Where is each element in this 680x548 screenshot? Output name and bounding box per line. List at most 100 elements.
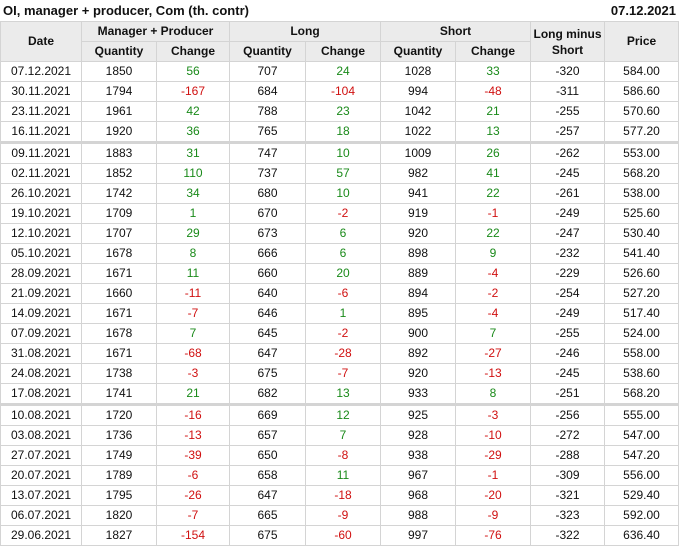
mp-quantity-cell: 1671 <box>81 343 157 364</box>
long-minus-short-cell: -272 <box>530 425 606 446</box>
long-minus-short-cell: -323 <box>530 505 606 526</box>
long-minus-short-cell: -246 <box>530 343 606 364</box>
mp-change-cell: -16 <box>156 403 230 426</box>
short-change-cell: -20 <box>455 485 532 506</box>
price-cell: 570.60 <box>604 101 680 122</box>
table-row: 02.11.2021 1852 110 737 57 982 41 -245 568.20 <box>0 163 680 184</box>
table-row: 05.10.2021 1678 8 666 6 898 9 -232 541.40 <box>0 243 680 264</box>
long-quantity-cell: 657 <box>229 425 306 446</box>
table-row: 28.09.2021 1671 11 660 20 889 -4 -229 526.60 <box>0 263 680 284</box>
long-change-cell: 20 <box>304 263 382 284</box>
long-change-cell: 7 <box>304 425 382 446</box>
report-title: OI, manager + producer, Com (th. contr) <box>3 3 249 18</box>
table-row: 06.07.2021 1820 -7 665 -9 988 -9 -323 592.00 <box>0 505 680 526</box>
header-long: Long <box>228 21 382 42</box>
long-minus-short-cell: -255 <box>530 323 606 344</box>
long-quantity-cell: 675 <box>229 363 306 384</box>
short-change-cell: -1 <box>455 465 532 486</box>
header-mp-change: Change <box>156 41 230 62</box>
price-cell: 568.20 <box>604 163 680 184</box>
mp-quantity-cell: 1736 <box>81 425 157 446</box>
mp-change-cell: -39 <box>156 445 230 466</box>
mp-change-cell: 7 <box>156 323 230 344</box>
mp-change-cell: -6 <box>156 465 230 486</box>
long-minus-short-cell: -232 <box>530 243 606 264</box>
short-change-cell: 7 <box>455 323 532 344</box>
price-cell: 525.60 <box>604 203 680 224</box>
table-row: 31.08.2021 1671 -68 647 -28 892 -27 -246 558.00 <box>0 343 680 364</box>
date-cell: 09.11.2021 <box>0 141 82 164</box>
header-long-minus-short: Long minus Short <box>530 21 606 62</box>
mp-quantity-cell: 1852 <box>81 163 157 184</box>
short-quantity-cell: 900 <box>380 323 457 344</box>
mp-change-cell: -167 <box>156 81 230 102</box>
date-cell: 06.07.2021 <box>0 505 82 526</box>
table-row: 13.07.2021 1795 -26 647 -18 968 -20 -321 529.40 <box>0 485 680 506</box>
date-cell: 16.11.2021 <box>0 121 82 143</box>
long-quantity-cell: 660 <box>229 263 306 284</box>
date-cell: 07.09.2021 <box>0 323 82 344</box>
long-quantity-cell: 680 <box>229 183 306 204</box>
long-quantity-cell: 669 <box>229 403 306 426</box>
mp-quantity-cell: 1707 <box>81 223 157 244</box>
short-change-cell: -27 <box>455 343 532 364</box>
mp-quantity-cell: 1671 <box>81 303 157 324</box>
price-cell: 526.60 <box>604 263 680 284</box>
mp-quantity-cell: 1920 <box>81 121 157 143</box>
table-row: 12.10.2021 1707 29 673 6 920 22 -247 530.40 <box>0 223 680 244</box>
date-cell: 30.11.2021 <box>0 81 82 102</box>
short-change-cell: 9 <box>455 243 532 264</box>
long-change-cell: -7 <box>304 363 382 384</box>
mp-change-cell: -154 <box>156 525 230 546</box>
mp-change-cell: -7 <box>156 303 230 324</box>
price-cell: 538.60 <box>604 363 680 384</box>
long-quantity-cell: 673 <box>229 223 306 244</box>
short-change-cell: 13 <box>455 121 532 143</box>
price-cell: 553.00 <box>604 141 680 164</box>
table-row: 07.09.2021 1678 7 645 -2 900 7 -255 524.00 <box>0 323 680 344</box>
short-change-cell: 21 <box>455 101 532 122</box>
header-manager-producer: Manager + Producer <box>81 21 230 42</box>
date-cell: 29.06.2021 <box>0 525 82 546</box>
long-minus-short-cell: -245 <box>530 363 606 384</box>
short-quantity-cell: 920 <box>380 223 457 244</box>
long-minus-short-cell: -288 <box>530 445 606 466</box>
short-quantity-cell: 889 <box>380 263 457 284</box>
long-minus-short-cell: -254 <box>530 283 606 304</box>
short-change-cell: -4 <box>455 263 532 284</box>
long-change-cell: 6 <box>304 243 382 264</box>
date-cell: 31.08.2021 <box>0 343 82 364</box>
mp-change-cell: -3 <box>156 363 230 384</box>
short-change-cell: 41 <box>455 163 532 184</box>
price-cell: 558.00 <box>604 343 680 364</box>
long-minus-short-cell: -249 <box>530 303 606 324</box>
price-cell: 541.40 <box>604 243 680 264</box>
long-minus-short-cell: -249 <box>530 203 606 224</box>
mp-quantity-cell: 1709 <box>81 203 157 224</box>
mp-quantity-cell: 1749 <box>81 445 157 466</box>
short-change-cell: -13 <box>455 363 532 384</box>
price-cell: 556.00 <box>604 465 680 486</box>
long-quantity-cell: 640 <box>229 283 306 304</box>
report-date: 07.12.2021 <box>610 3 676 18</box>
price-cell: 577.20 <box>604 121 680 143</box>
mp-quantity-cell: 1794 <box>81 81 157 102</box>
price-cell: 517.40 <box>604 303 680 324</box>
mp-change-cell: -7 <box>156 505 230 526</box>
date-cell: 10.08.2021 <box>0 403 82 426</box>
mp-change-cell: 29 <box>156 223 230 244</box>
mp-change-cell: 56 <box>156 61 230 82</box>
long-minus-short-cell: -320 <box>530 61 606 82</box>
mp-change-cell: -68 <box>156 343 230 364</box>
mp-quantity-cell: 1789 <box>81 465 157 486</box>
date-cell: 26.10.2021 <box>0 183 82 204</box>
mp-change-cell: 34 <box>156 183 230 204</box>
short-change-cell: -3 <box>455 403 532 426</box>
short-quantity-cell: 1028 <box>380 61 457 82</box>
mp-change-cell: 110 <box>156 163 230 184</box>
date-cell: 27.07.2021 <box>0 445 82 466</box>
table-row: 23.11.2021 1961 42 788 23 1042 21 -255 570.60 <box>0 101 680 122</box>
short-change-cell: 22 <box>455 223 532 244</box>
short-quantity-cell: 941 <box>380 183 457 204</box>
table-row: 19.10.2021 1709 1 670 -2 919 -1 -249 525.60 <box>0 203 680 224</box>
